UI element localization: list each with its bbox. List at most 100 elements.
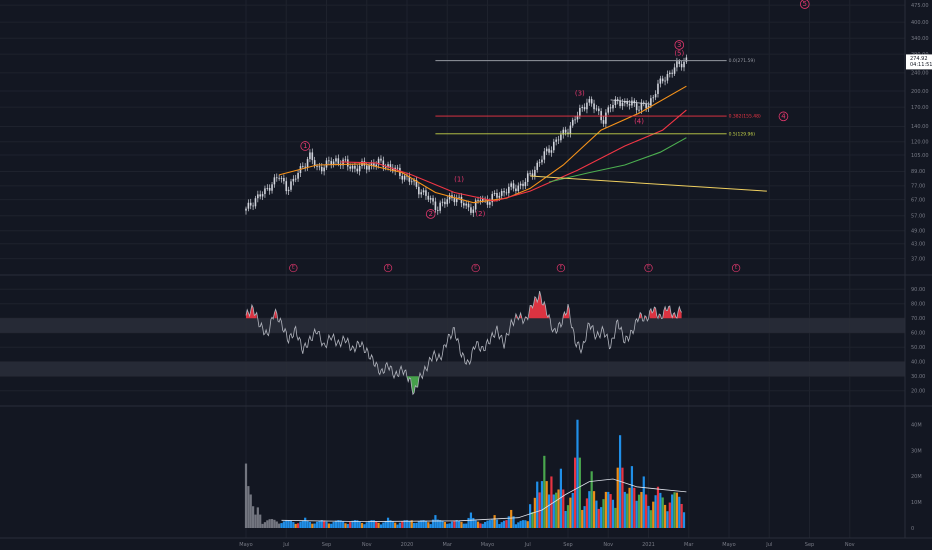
candle-body: [434, 201, 437, 211]
volume-bar: [460, 521, 463, 528]
volume-bar: [455, 520, 458, 528]
candle-body: [626, 101, 628, 104]
volume-bar: [457, 520, 461, 528]
rsi-line: [245, 291, 682, 396]
volume-bar: [559, 468, 562, 528]
wedge-line: [610, 99, 651, 105]
volume-bar: [576, 419, 579, 528]
candle-body: [581, 106, 584, 108]
volume-bar: [315, 521, 319, 528]
volume-bar: [398, 522, 401, 528]
volume-bar: [647, 505, 650, 528]
candle-body: [633, 100, 636, 104]
volume-bar: [633, 487, 636, 528]
time-axis-label: Jul: [524, 542, 531, 548]
candle-body: [678, 61, 681, 65]
candle-body: [465, 203, 467, 206]
volume-bar: [661, 497, 664, 528]
volume-bar: [370, 520, 373, 528]
volume-bar: [510, 509, 513, 528]
volume-bar: [448, 523, 451, 528]
volume-pane[interactable]: [244, 419, 687, 528]
volume-bar: [682, 512, 686, 528]
candle-body: [257, 194, 259, 199]
candle-body: [375, 164, 378, 167]
volume-bar: [673, 492, 676, 528]
wave-label-text: 4: [781, 112, 786, 120]
candle-body: [666, 74, 669, 81]
price-pane[interactable]: 0.0(271.59) 0.382(155.48) 0.5(129.96) 1 2 (1)…: [245, 0, 810, 273]
volume-bar: [249, 494, 252, 528]
candle-body: [439, 202, 441, 211]
candle-body: [290, 181, 292, 190]
price-axis-label: 77.00: [911, 184, 925, 190]
volume-bar: [472, 517, 475, 528]
candle-body: [292, 178, 295, 182]
volume-bar: [583, 506, 586, 528]
volume-bar: [403, 520, 406, 528]
rsi-pane[interactable]: [0, 291, 905, 396]
candle-body: [508, 186, 510, 194]
candle-body: [467, 203, 470, 208]
rsi-lower-band: [0, 361, 905, 377]
volume-bar: [244, 463, 248, 528]
wave-label-2: 2: [425, 209, 436, 219]
volume-bar: [424, 520, 428, 528]
candle-body: [661, 78, 664, 82]
volume-bar: [666, 511, 669, 528]
candle-body: [616, 99, 619, 101]
candle-body: [304, 166, 306, 168]
time-axis-label: 2020: [401, 542, 414, 548]
time-axis-label: Mar: [443, 542, 453, 548]
volume-bar: [320, 520, 323, 528]
candle-body: [365, 165, 368, 170]
earnings-marker-label: E: [647, 265, 650, 271]
fib-level-label: 0.5(129.96): [729, 131, 756, 137]
candle-body: [249, 202, 252, 206]
volume-bar: [391, 521, 394, 528]
volume-bar: [536, 481, 539, 528]
volume-bar: [358, 521, 361, 528]
volume-bar: [500, 522, 503, 528]
wave-label-circle: [778, 111, 789, 122]
volume-bar: [680, 503, 683, 528]
time-axis-label: Sep: [805, 542, 814, 548]
time-axis-label: Nov: [603, 542, 613, 548]
time-axis-label: Mar: [684, 542, 694, 548]
candle-body: [550, 150, 553, 153]
last-price-badge: [906, 54, 932, 70]
volume-bar: [543, 455, 546, 528]
price-axis-label: 200.00: [911, 89, 929, 95]
volume-bar: [259, 514, 262, 528]
volume-bar: [311, 523, 314, 528]
volume-bar: [339, 520, 342, 528]
volume-bar: [344, 523, 347, 528]
candle-body: [638, 109, 640, 111]
volume-bar: [313, 523, 316, 528]
candle-body: [320, 166, 323, 172]
candle-body: [323, 167, 325, 172]
candle-body: [517, 185, 520, 192]
volume-bar: [401, 521, 404, 528]
wave-label-3: (3): [575, 90, 585, 98]
candle-body: [624, 101, 626, 103]
volume-bar: [256, 507, 259, 528]
rsi-axis-label: 30.00: [911, 374, 925, 380]
volume-bar: [273, 519, 276, 528]
volume-bar: [574, 457, 577, 528]
candle-body: [621, 102, 624, 107]
volume-bar: [351, 520, 354, 528]
wave-label-text: (1): [454, 176, 464, 184]
candle-body: [285, 181, 288, 192]
volume-bar: [557, 489, 560, 528]
trendline: [530, 175, 767, 192]
candle-body: [671, 72, 673, 74]
candle-body: [631, 100, 633, 106]
rsi-axis-label: 90.00: [911, 287, 925, 293]
fib-level-label: 0.382(155.48): [729, 114, 761, 120]
candle-body: [389, 164, 392, 168]
volume-bar: [498, 524, 501, 528]
wave-label-1: 1: [300, 141, 310, 151]
candle-body: [332, 161, 335, 165]
